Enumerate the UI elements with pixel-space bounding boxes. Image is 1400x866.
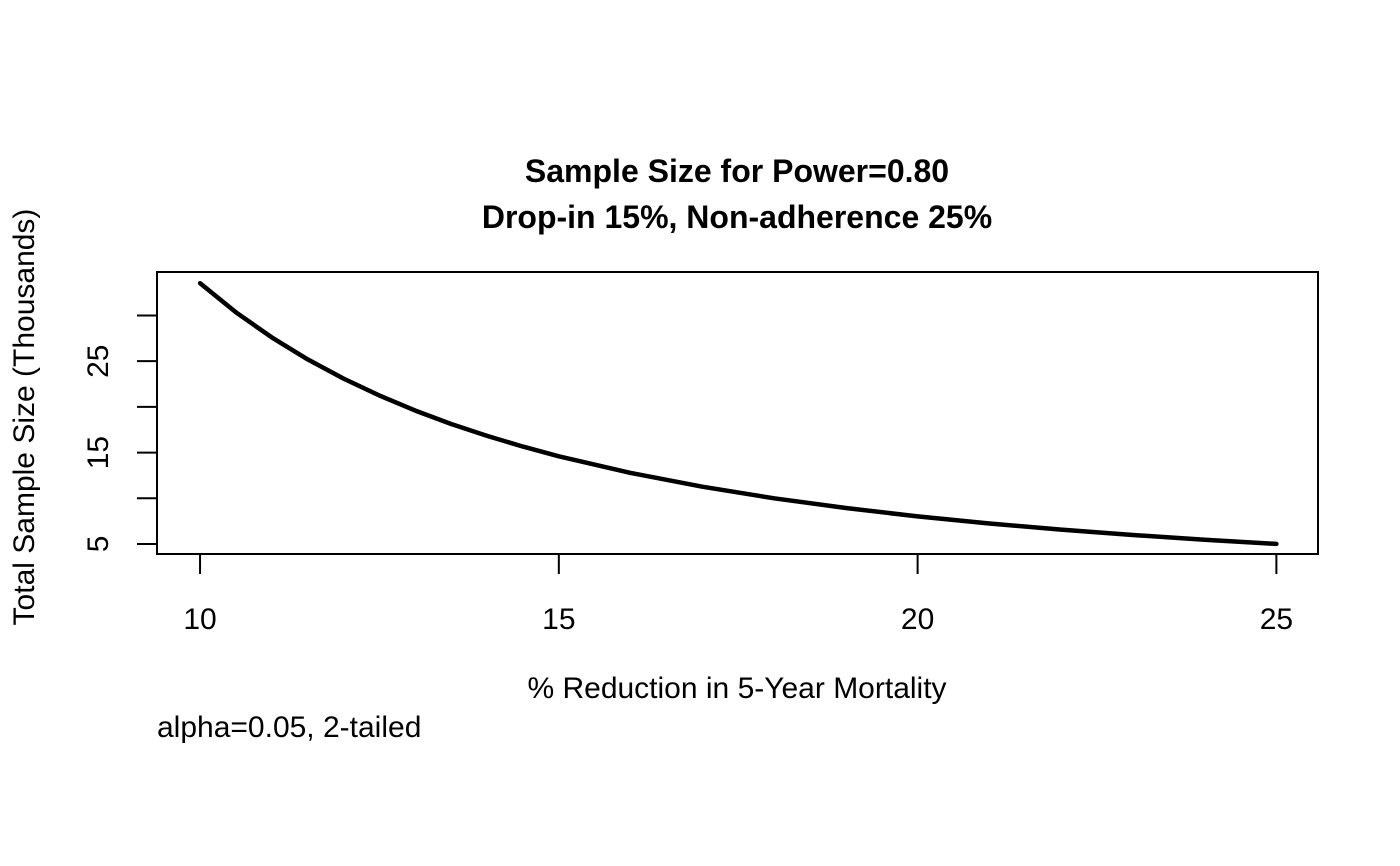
x-axis-label: % Reduction in 5-Year Mortality	[527, 672, 946, 705]
plot-box	[156, 271, 1319, 555]
chart-title-line1: Sample Size for Power=0.80	[525, 153, 949, 189]
chart-title-line2: Drop-in 15%, Non-adherence 25%	[482, 199, 992, 235]
x-tick-label: 25	[1260, 603, 1293, 636]
y-tick-label: 15	[82, 436, 115, 469]
sample-size-curve	[197, 280, 1279, 547]
x-tick-label: 20	[901, 603, 934, 636]
plot-area: 10 15 20 25 5 15 25	[82, 271, 1319, 636]
y-axis-label: Total Sample Size (Thousands)	[8, 209, 41, 626]
x-tick-label: 15	[542, 603, 575, 636]
x-tick-label: 10	[183, 603, 216, 636]
y-tick-label: 25	[82, 344, 115, 377]
annotation-text: alpha=0.05, 2-tailed	[157, 711, 421, 744]
y-tick-label: 5	[82, 536, 115, 553]
